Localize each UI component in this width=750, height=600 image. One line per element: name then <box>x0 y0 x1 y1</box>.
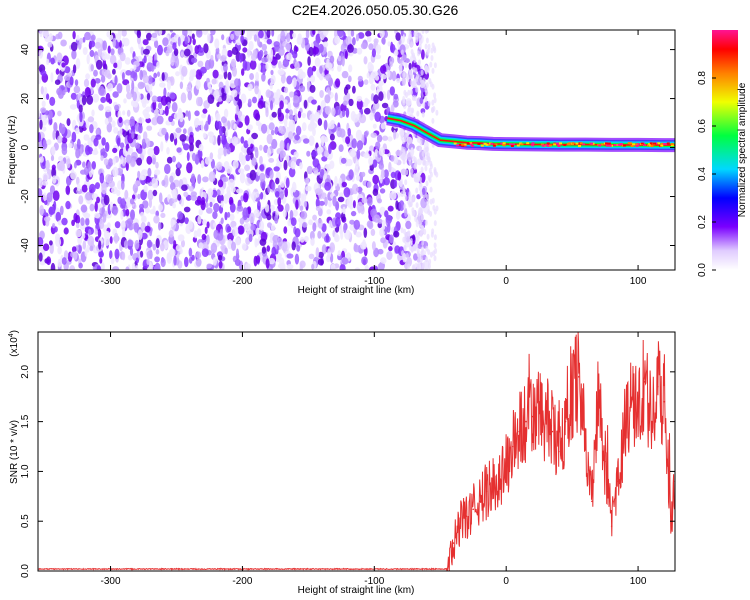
snr-point <box>479 500 481 503</box>
svg-text:(x104): (x104) <box>8 330 20 357</box>
colorbar-tick-label: 0.2 <box>697 215 708 229</box>
snr-point <box>505 465 508 468</box>
signal-ridge <box>386 111 675 153</box>
snr-point <box>531 415 534 418</box>
spectrogram-y-ticks: -40 -20 0 20 40 <box>20 44 675 253</box>
snr-point <box>538 412 540 415</box>
snr-point <box>650 420 653 423</box>
snr-point <box>571 386 573 388</box>
snr-y-label: SNR (10 * v/v) <box>9 420 20 484</box>
snr-x-label: Height of straight line (km) <box>298 585 415 596</box>
x-tick-label: 0 <box>503 576 509 587</box>
y-tick-label: -40 <box>20 238 31 253</box>
snr-series-line <box>38 332 675 571</box>
snr-point <box>657 386 659 388</box>
spectrogram-x-label: Height of straight line (km) <box>298 285 415 296</box>
snr-point <box>485 490 488 493</box>
spectrogram-heatmap <box>38 30 675 270</box>
snr-point <box>446 568 448 570</box>
x-tick-label: -200 <box>232 576 252 587</box>
snr-panel: -300 -200 -100 0 100 0.0 0.5 1.0 1.5 2.0 Height … <box>8 330 676 596</box>
snr-point <box>459 525 461 527</box>
y-tick-label: -20 <box>20 189 31 204</box>
x-tick-label: 100 <box>630 276 647 287</box>
snr-point <box>597 391 600 393</box>
snr-x-ticks: -300 -200 -100 0 100 <box>101 332 647 587</box>
snr-point <box>591 500 593 503</box>
y-tick-label: 1.0 <box>20 464 31 478</box>
colorbar-label: Normalized spectral amplitude <box>737 82 748 217</box>
snr-point <box>577 376 580 378</box>
snr-point <box>617 480 620 483</box>
snr-point <box>610 525 613 527</box>
snr-point <box>630 400 633 403</box>
x-tick-label: -200 <box>232 276 252 287</box>
snr-point <box>452 542 455 544</box>
snr-point <box>472 508 475 511</box>
snr-point <box>492 485 494 488</box>
figure-title: C2E4.2026.050.05.30.G26 <box>291 2 459 18</box>
snr-point <box>584 430 587 433</box>
snr-point <box>512 445 514 448</box>
colorbar-tick-label: 0.0 <box>697 263 708 277</box>
x-tick-label: -300 <box>101 276 121 287</box>
snr-point <box>525 420 527 423</box>
snr-point <box>604 460 606 463</box>
snr-point <box>545 418 547 421</box>
x-tick-label: -300 <box>101 576 121 587</box>
snr-point <box>518 430 521 433</box>
x-tick-label: -100 <box>364 576 384 587</box>
y-tick-label: 0.5 <box>20 514 31 528</box>
y-tick-label: 20 <box>20 93 31 105</box>
colorbar-tick-label: 0.4 <box>697 167 708 181</box>
snr-scale-label: (x104) <box>8 330 20 357</box>
snr-point <box>558 450 560 453</box>
y-tick-label: 2.0 <box>20 364 31 378</box>
y-tick-label: 40 <box>20 44 31 56</box>
snr-point <box>551 430 554 433</box>
x-tick-label: -100 <box>364 276 384 287</box>
colorbar-ticks: 0.0 0.2 0.4 0.6 0.8 <box>697 71 716 277</box>
snr-point <box>564 420 567 423</box>
snr-plot-area <box>38 332 675 571</box>
x-tick-label: 100 <box>630 576 647 587</box>
colorbar: 0.0 0.2 0.4 0.6 0.8 Normalized spectral ampl… <box>697 30 748 277</box>
y-tick-label: 0 <box>20 144 31 150</box>
snr-point <box>637 410 639 413</box>
spectrogram-noise <box>38 30 439 270</box>
snr-point <box>498 475 501 478</box>
colorbar-gradient <box>712 30 738 270</box>
snr-point <box>465 515 468 517</box>
snr-frame <box>37 331 676 572</box>
y-tick-label: 0.0 <box>20 564 31 578</box>
spectrogram-frame <box>37 29 676 271</box>
x-tick-label: 0 <box>503 276 509 287</box>
colorbar-tick-label: 0.6 <box>697 119 708 133</box>
snr-point <box>624 425 626 428</box>
spectrogram-y-label: Frequency (Hz) <box>7 116 18 185</box>
snr-y-ticks: 0.0 0.5 1.0 1.5 2.0 <box>20 364 675 578</box>
snr-point <box>663 400 666 403</box>
spectrogram-x-ticks: -300 -200 -100 0 100 <box>101 30 647 287</box>
colorbar-tick-label: 0.8 <box>697 71 708 85</box>
snr-point <box>643 381 646 383</box>
y-tick-label: 1.5 <box>20 414 31 428</box>
